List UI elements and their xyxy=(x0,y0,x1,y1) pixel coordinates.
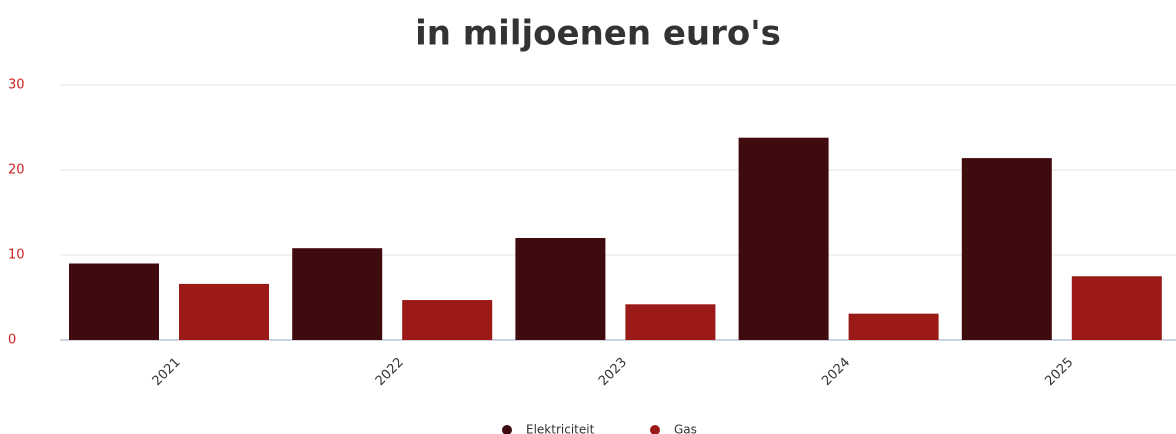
x-tick-label: 2023 xyxy=(596,355,630,389)
x-tick-label: 2022 xyxy=(373,355,407,389)
x-tick-label: 2024 xyxy=(819,355,853,389)
bar xyxy=(515,238,606,340)
y-tick-label: 0 xyxy=(8,333,16,348)
bar xyxy=(292,248,383,340)
legend-label: Gas xyxy=(674,423,697,434)
bar xyxy=(179,283,269,340)
legend-marker xyxy=(650,425,660,434)
y-tick-label: 10 xyxy=(8,248,25,263)
bar xyxy=(69,263,159,340)
legend-marker xyxy=(502,425,512,434)
chart-title: in miljoenen euro's xyxy=(415,14,781,54)
bar xyxy=(402,300,493,340)
y-tick-label: 30 xyxy=(8,78,25,93)
bar xyxy=(738,137,829,340)
y-tick-label: 20 xyxy=(8,163,25,178)
bar xyxy=(961,158,1052,340)
bar xyxy=(1071,276,1162,340)
x-tick-label: 2025 xyxy=(1042,355,1076,389)
bar xyxy=(625,304,716,340)
legend-label: Elektriciteit xyxy=(526,423,595,434)
bar xyxy=(848,313,939,340)
x-tick-label: 2021 xyxy=(150,355,184,389)
